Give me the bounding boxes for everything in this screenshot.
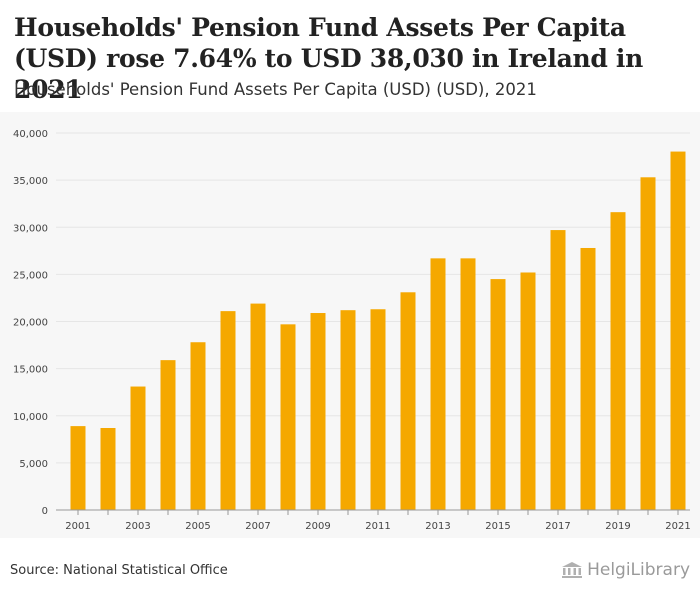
bar-2016 xyxy=(520,272,536,510)
y-tick-label: 35,000 xyxy=(13,176,48,187)
bar-2003 xyxy=(130,386,146,510)
y-tick-label: 20,000 xyxy=(13,318,48,329)
bar-2001 xyxy=(70,426,86,510)
y-tick-label: 40,000 xyxy=(13,129,48,140)
bar-chart: 0 5,000 10,000 15,000 20,000 25,000 30,000 35,0… xyxy=(13,129,691,532)
bar-2015 xyxy=(490,279,506,510)
bar-2004 xyxy=(160,360,176,510)
bar-2019 xyxy=(610,212,626,511)
y-tick-label: 0 xyxy=(42,506,48,517)
bar-2007 xyxy=(250,303,266,510)
x-tick-label: 2009 xyxy=(305,521,330,532)
chart-title: Households' Pension Fund Assets Per Capi… xyxy=(14,13,644,104)
y-tick-label: 25,000 xyxy=(13,270,48,281)
library-columns-icon xyxy=(562,562,583,578)
x-tick-label: 2013 xyxy=(425,521,450,532)
source-note: Source: National Statistical Office xyxy=(10,563,228,578)
x-tick-label: 2019 xyxy=(605,521,630,532)
bar-2021 xyxy=(670,151,686,510)
bar-2002 xyxy=(100,428,116,510)
bar-2011 xyxy=(370,309,386,510)
bar-2013 xyxy=(430,258,446,510)
y-tick-label: 15,000 xyxy=(13,365,48,376)
bar-2009 xyxy=(310,313,326,510)
bar-2008 xyxy=(280,324,296,510)
x-tick-label: 2007 xyxy=(245,521,270,532)
x-tick-label: 2017 xyxy=(545,521,570,532)
chart-subtitle: Households' Pension Fund Assets Per Capi… xyxy=(14,80,537,99)
y-tick-label: 10,000 xyxy=(13,412,48,423)
x-tick-label: 2003 xyxy=(125,521,150,532)
x-tick-label: 2015 xyxy=(485,521,510,532)
helgilibrary-logo[interactable]: HelgiLibrary xyxy=(561,560,690,580)
y-tick-label: 30,000 xyxy=(13,223,48,234)
bar-2014 xyxy=(460,258,476,510)
bar-2017 xyxy=(550,230,566,510)
x-tick-label: 2021 xyxy=(665,521,690,532)
bar-2018 xyxy=(580,247,596,511)
bar-2005 xyxy=(190,342,206,510)
logo-text: HelgiLibrary xyxy=(587,560,690,580)
bar-2010 xyxy=(340,310,356,510)
x-tick-label: 2001 xyxy=(65,521,90,532)
y-tick-label: 5,000 xyxy=(19,459,48,470)
bar-2020 xyxy=(640,177,656,511)
x-tick-label: 2011 xyxy=(365,521,390,532)
bar-2012 xyxy=(400,292,416,510)
bar-2006 xyxy=(220,311,236,510)
x-tick-label: 2005 xyxy=(185,521,210,532)
